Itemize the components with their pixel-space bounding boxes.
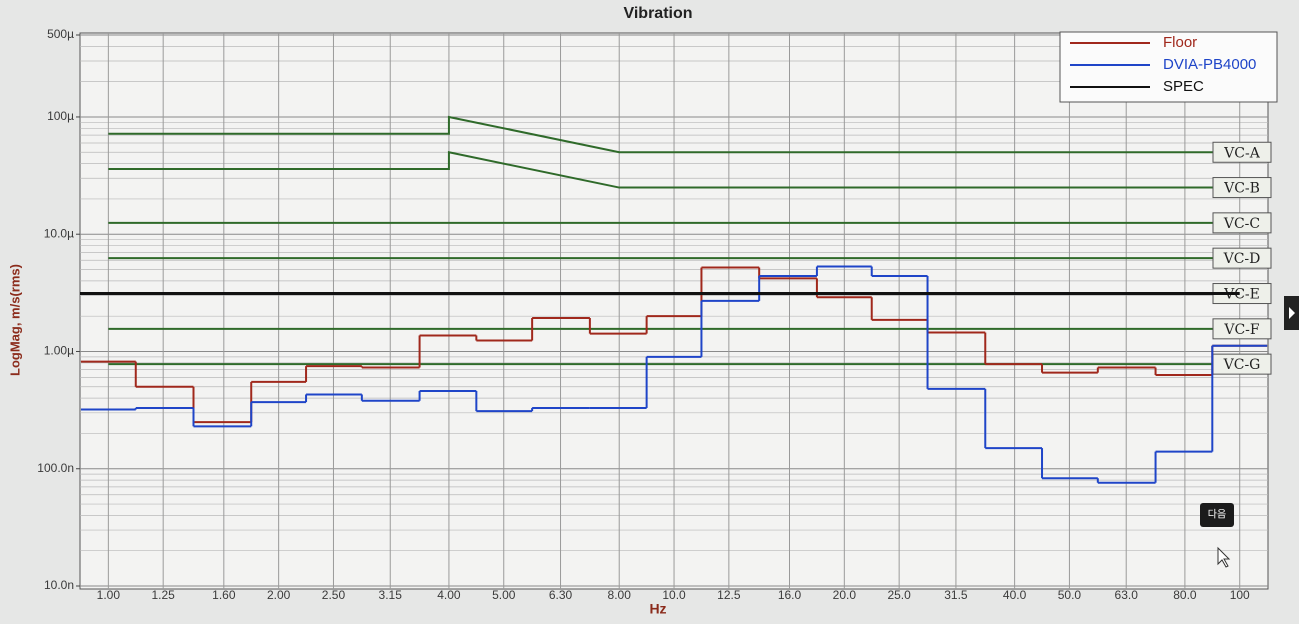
plot-layer: 10.0n 100.0n 1.00µ 10.0µ 100µ 500µ 1.00 1.25 1.6… [37, 27, 1278, 602]
reference-label: VC-D [1223, 251, 1261, 267]
y-tick-label: 1.00µ [44, 344, 74, 358]
overlay-button-label[interactable]: 다음 [1208, 509, 1226, 521]
x-tick-label: 25.0 [887, 588, 911, 602]
x-tick-label: 80.0 [1173, 588, 1197, 602]
x-tick-label: 10.0 [662, 588, 686, 602]
y-axis-label: LogMag, m/s(rms) [7, 264, 22, 376]
reference-label: VC-F [1223, 322, 1260, 338]
x-tick-label: 3.15 [379, 588, 403, 602]
x-tick-label: 20.0 [833, 588, 857, 602]
reference-label-box [1212, 141, 1272, 163]
reference-label: VC-G [1223, 357, 1261, 373]
legend-label: Floor [1163, 34, 1197, 51]
cursor [1217, 546, 1231, 568]
reference-label-box [1212, 247, 1272, 269]
x-tick-label: 5.00 [492, 588, 516, 602]
reference-label-box [1212, 212, 1272, 234]
y-tick-label: 100.0n [37, 461, 74, 475]
x-tick-label: 1.00 [97, 588, 121, 602]
reference-line [108, 115, 1240, 154]
x-tick-label: 31.5 [944, 588, 968, 602]
legend-label: DVIA-PB4000 [1163, 56, 1256, 73]
x-tick-label: 4.00 [437, 588, 461, 602]
x-axis-label: Hz [649, 601, 666, 617]
reference-label: VC-A [1223, 145, 1261, 161]
x-tick-label: 2.50 [322, 588, 346, 602]
reference-label-box [1212, 177, 1272, 199]
x-tick-label: 1.25 [151, 588, 175, 602]
overlay-button[interactable] [1200, 503, 1234, 527]
x-tick-label: 12.5 [717, 588, 741, 602]
reference-label-box [1212, 318, 1272, 340]
reference-label: VC-C [1223, 216, 1260, 232]
x-tick-label: 1.60 [212, 588, 236, 602]
y-tick-label: 10.0n [44, 578, 74, 592]
side-tab-arrow [1289, 307, 1295, 319]
x-tick-label: 6.30 [549, 588, 573, 602]
x-tick-label: 40.0 [1003, 588, 1027, 602]
y-tick-label: 10.0µ [44, 226, 74, 240]
reference-label: VC-E [1223, 287, 1260, 303]
reference-line [108, 151, 1240, 189]
y-tick-label: 100µ [47, 109, 74, 123]
x-tick-label: 16.0 [778, 588, 802, 602]
x-tick-label: 2.00 [267, 588, 291, 602]
x-tick-label: 50.0 [1058, 588, 1082, 602]
reference-label: VC-B [1223, 181, 1260, 197]
x-tick-label: 100 [1230, 588, 1250, 602]
x-tick-label: 8.00 [608, 588, 632, 602]
y-tick-label: 500µ [47, 27, 74, 41]
x-tick-label: 63.0 [1115, 588, 1139, 602]
chart-title: Vibration [623, 5, 692, 22]
legend-label: SPEC [1163, 78, 1204, 95]
